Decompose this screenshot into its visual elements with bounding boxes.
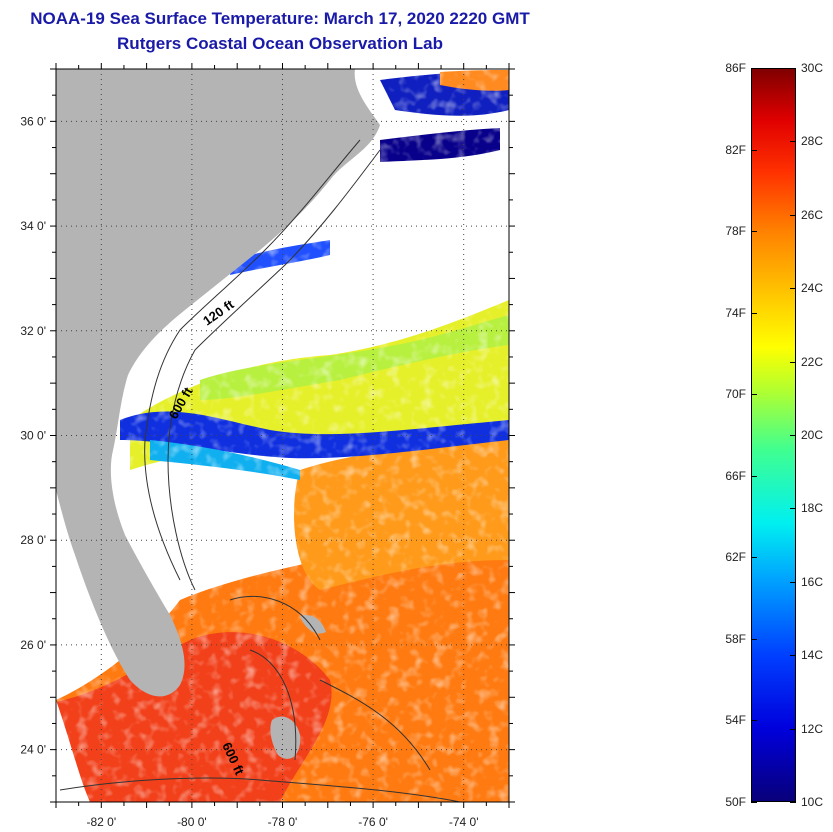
lat-label: 32 0' xyxy=(20,324,46,338)
colorbar-f-label: 82F xyxy=(725,142,746,157)
colorbar-tick-c xyxy=(790,435,796,436)
colorbar-c-label: 16C xyxy=(801,574,824,589)
colorbar-c-label: 12C xyxy=(801,721,824,736)
lon-label: -80 0' xyxy=(177,815,207,829)
colorbar-f-label: 66F xyxy=(725,468,746,483)
colorbar-tick-c xyxy=(790,361,796,363)
colorbar-f-label: 74F xyxy=(725,305,746,320)
colorbar-c-label: 10C xyxy=(801,795,824,809)
colorbar-tick-f xyxy=(751,312,757,314)
map-subtitle: Rutgers Coastal Ocean Observation Lab xyxy=(117,34,443,53)
cuba-cloud-area xyxy=(56,700,90,802)
contour-120ft xyxy=(144,139,361,581)
colorbar-tick-f xyxy=(751,475,757,477)
colorbar-tick-f xyxy=(751,720,757,722)
colorbar-tick-c xyxy=(790,581,796,583)
lon-label: -74 0' xyxy=(449,815,479,829)
colorbar-c-label: 24C xyxy=(801,281,824,296)
colorbar-f-label: 78F xyxy=(725,224,746,239)
colorbar-tick-c xyxy=(790,141,796,143)
lat-label: 30 0' xyxy=(20,429,46,443)
map-title: NOAA-19 Sea Surface Temperature: March 1… xyxy=(30,9,530,28)
colorbar-c-label: 18C xyxy=(801,501,824,516)
bahamas-island xyxy=(270,716,301,759)
colorbar-tick-f xyxy=(751,149,757,151)
colorbar-tick-c xyxy=(790,655,796,657)
colorbar-tick-c xyxy=(790,802,796,803)
lon-label: -82 0' xyxy=(86,815,116,829)
colorbar-c-label: 30C xyxy=(801,61,824,75)
colorbar-f-label: 50F xyxy=(725,795,746,809)
colorbar-tick-f xyxy=(751,638,757,640)
colorbar-c-label: 20C xyxy=(801,428,824,442)
colorbar-f-label: 62F xyxy=(725,550,746,565)
colorbar-f-label: 86F xyxy=(725,61,746,75)
contour-600ft xyxy=(167,149,381,591)
lon-label: -78 0' xyxy=(268,815,298,829)
colorbar-tick-c xyxy=(790,288,796,290)
colorbar-tick-f xyxy=(751,231,757,233)
colorbar-f-label: 58F xyxy=(725,631,746,646)
colorbar-tick-f xyxy=(751,557,757,559)
colorbar-tick-c xyxy=(790,508,796,510)
lat-label: 36 0' xyxy=(20,114,46,128)
axis-labels: -82 0' -80 0' -78 0' -76 0' -74 0' 36 0' 34 0'… xyxy=(20,114,478,829)
lon-label: -76 0' xyxy=(358,815,388,829)
colorbar-c-label: 28C xyxy=(801,134,824,149)
colorbar-tick-f xyxy=(751,68,757,69)
colorbar-tick-c xyxy=(790,214,796,216)
colorbar-tick-c xyxy=(790,728,796,730)
colorbar-f-label: 54F xyxy=(725,713,746,728)
colorbar-tick-c xyxy=(790,68,796,69)
colorbar-f-label: 70F xyxy=(725,387,746,402)
colorbar-c-label: 22C xyxy=(801,354,824,369)
lat-label: 28 0' xyxy=(20,533,46,547)
colorbar-c-label: 26C xyxy=(801,207,824,222)
southern-contour xyxy=(59,777,461,802)
temperature-colorbar xyxy=(751,68,796,802)
bahamas-contours xyxy=(229,595,431,771)
lat-label: 26 0' xyxy=(20,638,46,652)
graticule xyxy=(56,69,509,802)
lat-label: 34 0' xyxy=(20,219,46,233)
colorbar-c-label: 14C xyxy=(801,648,824,663)
colorbar-tick-f xyxy=(751,802,757,803)
colorbar-tick-f xyxy=(751,394,757,396)
lat-label: 24 0' xyxy=(20,743,46,757)
axis-ticks xyxy=(50,63,515,808)
